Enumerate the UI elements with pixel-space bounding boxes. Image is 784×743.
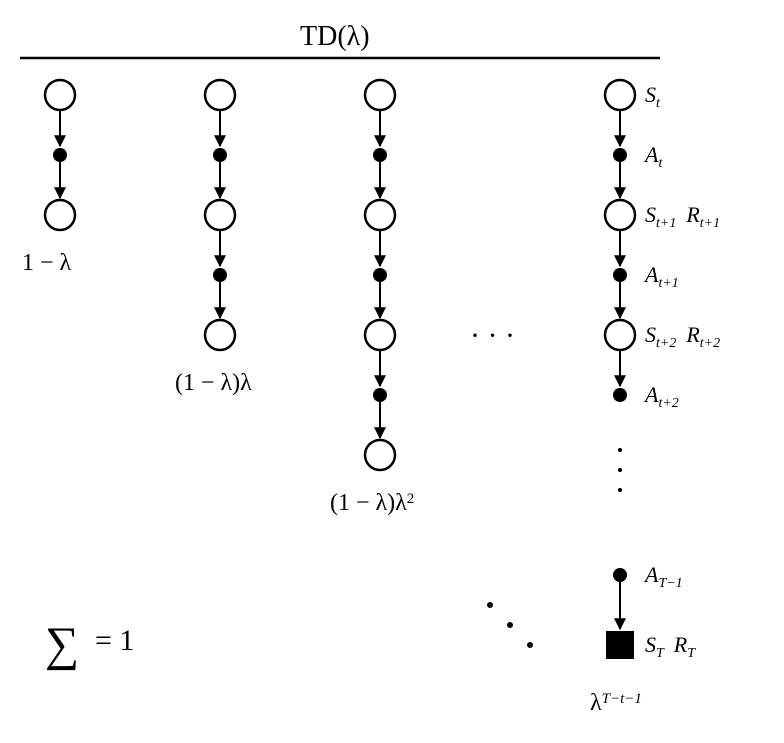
- state-node: [205, 320, 235, 350]
- state-node: [45, 80, 75, 110]
- vdot: [618, 468, 622, 472]
- state-node: [365, 320, 395, 350]
- action-node: [53, 148, 67, 162]
- label-ATm1: AT−1: [643, 562, 683, 591]
- label-At: At: [643, 142, 663, 171]
- action-node: [213, 268, 227, 282]
- label-ST: STRT: [645, 632, 696, 661]
- action-node: [373, 268, 387, 282]
- label-St2: St+2Rt+2: [645, 322, 720, 351]
- label-At2: At+2: [643, 382, 679, 411]
- weight-2: (1 − λ)λ: [175, 370, 252, 396]
- hdots: · · ·: [470, 319, 515, 352]
- weight-1: 1 − λ: [22, 250, 72, 276]
- title: TD(λ): [300, 21, 370, 52]
- label-St: St: [645, 82, 661, 111]
- label-St1: St+1Rt+1: [645, 202, 720, 231]
- vdot: [618, 448, 622, 452]
- weight-terminal: λT−t−1: [590, 690, 642, 716]
- state-node: [605, 320, 635, 350]
- ddot: [507, 622, 513, 628]
- sum-eq: = 1: [95, 624, 134, 657]
- action-node: [373, 388, 387, 402]
- label-At1: At+1: [643, 262, 679, 291]
- terminal-node: [606, 631, 634, 659]
- action-node: [613, 148, 627, 162]
- action-node: [613, 568, 627, 582]
- state-node: [365, 200, 395, 230]
- state-node: [205, 200, 235, 230]
- state-node: [605, 200, 635, 230]
- state-node: [605, 80, 635, 110]
- state-node: [365, 80, 395, 110]
- ddot: [527, 642, 533, 648]
- state-node: [45, 200, 75, 230]
- action-node: [373, 148, 387, 162]
- action-node: [613, 268, 627, 282]
- weight-3: (1 − λ)λ2: [330, 490, 414, 516]
- state-node: [365, 440, 395, 470]
- sigma: ∑: [45, 618, 79, 671]
- action-node: [213, 148, 227, 162]
- action-node: [613, 388, 627, 402]
- state-node: [205, 80, 235, 110]
- vdot: [618, 488, 622, 492]
- ddot: [487, 602, 493, 608]
